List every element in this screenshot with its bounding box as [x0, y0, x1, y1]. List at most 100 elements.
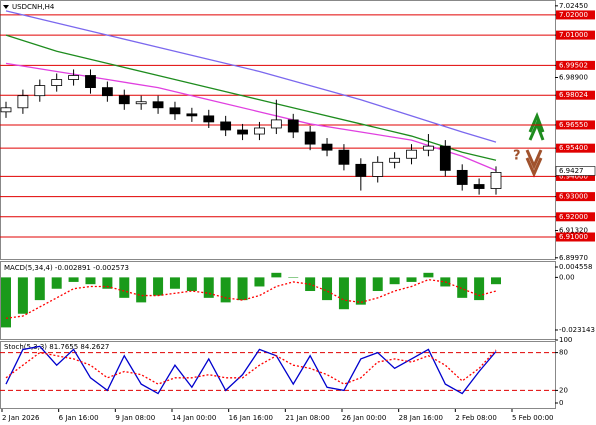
macd-bar: [34, 277, 45, 301]
candle-body: [287, 119, 299, 133]
y-tick-label: 7.02000: [559, 11, 588, 19]
macd-bar: [288, 277, 299, 278]
macd-bar: [68, 277, 79, 282]
macd-bar: [17, 277, 28, 314]
macd-bar: [406, 277, 417, 282]
macd-bar: [119, 277, 130, 298]
candle-body: [152, 101, 164, 109]
moving-average: [5, 10, 497, 143]
last-price-bg: [555, 166, 596, 176]
x-tick-label: 2 Jan 2026: [2, 414, 40, 422]
macd-panel-frame: [0, 261, 556, 340]
macd-bar: [491, 277, 501, 285]
macd-bar: [85, 277, 96, 285]
candle-body: [0, 107, 12, 113]
macd-bar: [102, 277, 113, 289]
annotation: ?: [513, 149, 521, 164]
macd-bar: [457, 277, 468, 298]
macd-bar: [136, 277, 147, 303]
candle-body: [101, 87, 113, 97]
candle-body: [254, 127, 265, 135]
candle-body: [17, 95, 29, 109]
macd-bar: [169, 277, 180, 289]
level-label-bg: [556, 143, 595, 153]
y-tick-label: -0.023143: [559, 326, 595, 334]
candle-body: [473, 184, 485, 189]
y-tick-label: 0.004558: [559, 263, 592, 271]
y-tick-label: 6.99502: [559, 61, 588, 69]
x-tick-label: 21 Jan 08:00: [285, 414, 329, 422]
x-tick-label: 14 Jan 00:00: [172, 414, 216, 422]
candle-body: [203, 115, 215, 123]
macd-bar: [423, 272, 434, 278]
price-panel-frame: [0, 0, 556, 260]
up-arrow: [528, 112, 545, 141]
level-label-bg: [556, 30, 595, 40]
candle-body: [135, 101, 147, 105]
candle-body: [355, 163, 367, 177]
x-tick-label: 5 Feb 00:00: [512, 414, 553, 422]
y-tick-label: 0: [559, 399, 563, 407]
down-arrow: [525, 149, 543, 178]
y-tick-label: 6.95400: [559, 144, 588, 152]
y-tick-label: 6.94000: [559, 172, 588, 180]
stoch-main: [5, 345, 497, 395]
y-tick-label: 6.92000: [559, 213, 588, 221]
macd-bar: [338, 277, 349, 310]
candle-body: [439, 145, 451, 171]
level-label-bg: [556, 90, 595, 100]
x-tick-label: 2 Feb 08:00: [455, 414, 496, 422]
y-tick-label: 7.02450: [559, 2, 588, 10]
level-label-bg: [556, 192, 595, 202]
candle-body: [220, 121, 232, 131]
macd-bar: [372, 277, 383, 292]
candle-body: [270, 119, 282, 129]
x-tick-label: 28 Jan 16:00: [399, 414, 443, 422]
x-tick-label: 6 Jan 16:00: [59, 414, 99, 422]
macd-signal: [5, 278, 497, 319]
macd-bar: [1, 277, 11, 328]
macd-bar: [203, 277, 214, 298]
y-tick-label: 6.89970: [559, 254, 588, 262]
candle-body: [85, 75, 96, 89]
candle-body: [423, 145, 434, 151]
macd-bar: [355, 277, 366, 305]
candle-body: [34, 85, 46, 97]
macd-bar: [220, 277, 231, 303]
candle-body: [372, 161, 384, 177]
macd-bar: [51, 277, 62, 289]
y-tick-label: 20: [559, 386, 568, 394]
candle-body: [456, 169, 468, 185]
level-label-bg: [556, 232, 595, 242]
level-label-bg: [556, 10, 595, 20]
y-tick-label: 6.91320: [559, 227, 588, 235]
x-tick-label: 16 Jan 16:00: [229, 414, 273, 422]
candle-body: [118, 95, 130, 105]
level-label-bg: [556, 120, 595, 130]
candle-body: [237, 129, 248, 135]
macd-bar: [474, 277, 485, 301]
level-label-bg: [556, 60, 595, 70]
candle-body: [68, 75, 79, 80]
macd-bar: [254, 277, 265, 287]
candle-body: [338, 149, 350, 165]
symbol-icon: [3, 5, 9, 9]
level-label-bg: [556, 171, 595, 181]
y-tick-label: 100: [559, 336, 572, 344]
candle-body: [389, 157, 401, 163]
y-tick-label: 80: [559, 349, 568, 357]
candle-body: [490, 171, 502, 189]
y-tick-label: 6.98024: [559, 91, 588, 99]
candle-body: [51, 79, 63, 86]
macd-bar: [322, 277, 333, 301]
macd-bar: [153, 277, 164, 296]
candle-body: [186, 113, 198, 117]
level-label-bg: [556, 212, 595, 222]
candle-body: [406, 149, 417, 159]
macd-bar: [186, 277, 197, 292]
y-tick-label: 7.01000: [559, 31, 588, 39]
stoch-title: Stoch(5,3,3) 81.7655 84.2627: [4, 343, 109, 351]
macd-bar: [389, 277, 400, 285]
